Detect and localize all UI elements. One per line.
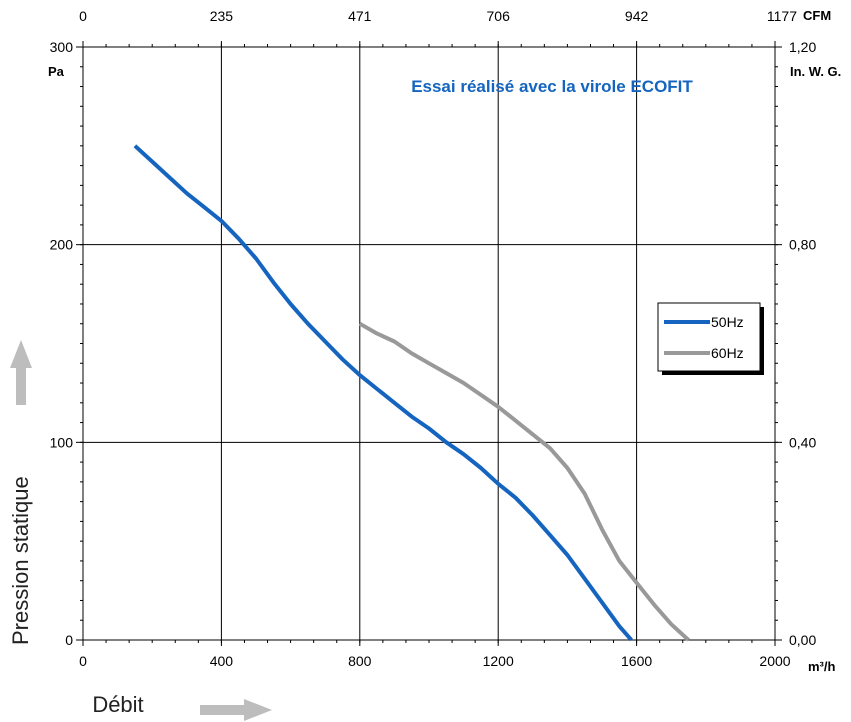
x2-unit-label: CFM — [803, 8, 831, 23]
x-tick-label: 2000 — [759, 653, 790, 669]
x-tick-label: 0 — [79, 653, 87, 669]
chart-title: Essai réalisé avec la virole ECOFIT — [411, 77, 693, 96]
y-axis-title-group: Pression statique — [8, 340, 33, 645]
y-tick-label: 100 — [50, 434, 74, 450]
right-arrow-icon — [200, 699, 272, 721]
axis-ticks: 0 400 800 1200 1600 2000 0 235 471 706 942 1177 0 100… — [50, 8, 817, 669]
series-line-60Hz — [358, 321, 690, 642]
y-unit-label: Pa — [48, 64, 65, 79]
up-arrow-icon — [10, 340, 32, 405]
x2-tick-label: 1177 — [767, 8, 797, 24]
y-tick-label: 0 — [65, 632, 73, 648]
y2-unit-label: In. W. G. — [790, 64, 841, 79]
x2-tick-label: 471 — [348, 8, 372, 24]
y-tick-label: 200 — [50, 237, 74, 253]
y2-tick-label: 1,20 — [789, 39, 816, 55]
x-tick-label: 1200 — [483, 653, 514, 669]
legend-label: 60Hz — [711, 345, 744, 361]
x2-tick-label: 0 — [79, 8, 87, 24]
x-axis-title: Débit — [92, 692, 143, 717]
x-tick-label: 400 — [210, 653, 234, 669]
legend: 50Hz 60Hz — [657, 302, 764, 375]
x2-tick-label: 235 — [210, 8, 234, 24]
x2-tick-label: 942 — [625, 8, 649, 24]
x-axis-title-group: Débit — [92, 692, 272, 721]
y-axis-title: Pression statique — [8, 476, 33, 645]
grid-lines — [83, 47, 775, 640]
y2-tick-label: 0,00 — [789, 632, 816, 648]
x-tick-label: 800 — [348, 653, 372, 669]
series-line-50Hz — [133, 144, 633, 642]
series-lines — [133, 144, 690, 642]
y2-tick-label: 0,40 — [789, 434, 816, 450]
legend-label: 50Hz — [711, 314, 744, 330]
x-unit-label: m³/h — [808, 659, 836, 674]
x-tick-label: 1600 — [621, 653, 652, 669]
x2-tick-label: 706 — [487, 8, 511, 24]
legend-box — [657, 302, 761, 372]
y-tick-label: 300 — [50, 39, 74, 55]
y2-tick-label: 0,80 — [789, 237, 816, 253]
